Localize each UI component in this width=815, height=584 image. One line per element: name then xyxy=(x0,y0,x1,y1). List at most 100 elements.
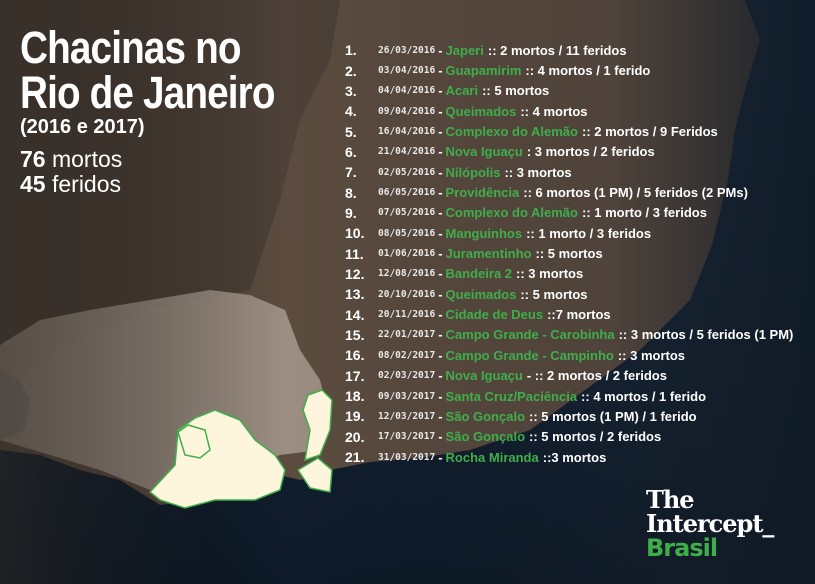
event-number: 11. xyxy=(345,245,364,262)
event-row: 7. 02/05/2016- Nilópolis:: 3 mortos xyxy=(345,162,793,182)
event-row: 3. 04/04/2016- Acari:: 5 mortos xyxy=(345,81,793,101)
event-row: 14. 20/11/2016- Cidade de Deus::7 mortos xyxy=(345,304,793,324)
separator: - xyxy=(438,225,443,241)
event-row: 9. 07/05/2016- Complexo do Alemão:: 1 mort… xyxy=(345,203,793,223)
event-place: Queimados xyxy=(445,103,517,119)
separator: - xyxy=(438,42,443,58)
event-place: São Gonçalo xyxy=(445,408,526,424)
event-result: :: 2 mortos / 11 feridos xyxy=(487,42,627,58)
event-date: 20/11/2016 xyxy=(378,309,436,321)
event-row: 5. 16/04/2016- Complexo do Alemão:: 2 mort… xyxy=(345,121,793,141)
the-intercept-brasil-logo: The Intercept_ Brasil xyxy=(646,488,774,561)
event-place: Providência xyxy=(445,185,520,201)
event-result: :: 4 mortos xyxy=(520,103,588,119)
event-row: 4. 09/04/2016- Queimados:: 4 mortos xyxy=(345,101,793,121)
event-date: 12/03/2017 xyxy=(378,410,436,422)
event-place: Juramentinho xyxy=(445,246,532,262)
separator: - xyxy=(438,388,443,404)
event-place: Guapamirim xyxy=(445,63,522,79)
event-result: :: 3 mortos xyxy=(504,164,572,180)
event-number: 19. xyxy=(345,408,365,425)
event-place: Japeri xyxy=(445,42,484,58)
event-row: 15. 22/01/2017- Campo Grande - Carobinha::… xyxy=(345,325,793,345)
event-row: 12. 12/08/2016- Bandeira 2:: 3 mortos xyxy=(345,264,793,284)
injured-total: 45 feridos xyxy=(20,171,121,198)
event-number: 13. xyxy=(345,286,365,303)
event-number: 12. xyxy=(345,265,365,282)
event-result: :: 5 mortos / 2 feridos xyxy=(529,429,662,445)
event-place: Queimados xyxy=(445,286,517,302)
event-number: 17. xyxy=(345,367,365,384)
event-row: 19. 12/03/2017- São Gonçalo:: 5 mortos (1 … xyxy=(345,406,793,426)
event-date: 16/04/2016 xyxy=(378,126,436,138)
events-list: 1. 26/03/2016- Japeri:: 2 mortos / 11 feri… xyxy=(345,40,793,467)
separator: - xyxy=(438,286,443,302)
event-result: :: 5 mortos (1 PM) / 1 ferido xyxy=(529,408,697,424)
event-date: 31/03/2017 xyxy=(378,451,436,463)
highlight-sao-goncalo xyxy=(296,457,333,493)
separator: - xyxy=(438,185,443,201)
event-row: 11. 01/06/2016- Juramentinho:: 5 mortos xyxy=(345,243,793,263)
event-place: Cidade de Deus xyxy=(445,307,544,323)
event-place: Nova Iguaçu xyxy=(445,368,523,384)
event-number: 15. xyxy=(345,326,365,343)
event-place: Santa Cruz/Paciência xyxy=(445,388,578,404)
event-place: Complexo do Alemão xyxy=(445,124,578,140)
event-result: :: 6 mortos (1 PM) / 5 feridos (2 PMs) xyxy=(523,185,748,201)
event-result: :: 5 mortos xyxy=(520,286,588,302)
deaths-label: mortos xyxy=(51,146,123,172)
event-number: 16. xyxy=(345,347,365,364)
event-result: :: 5 mortos xyxy=(482,83,550,99)
separator: - xyxy=(438,124,443,140)
event-result: :: 1 morto / 3 feridos xyxy=(526,225,652,241)
event-date: 01/06/2016 xyxy=(378,248,436,260)
event-row: 10. 08/05/2016- Manguinhos:: 1 morto / 3 f… xyxy=(345,223,793,243)
logo-line-2: Intercept_ xyxy=(646,509,774,538)
event-row: 21. 31/03/2017- Rocha Miranda::3 mortos xyxy=(345,447,793,467)
event-result: :: 5 mortos xyxy=(535,246,603,262)
event-date: 07/05/2016 xyxy=(378,207,436,219)
separator: - xyxy=(438,449,443,465)
injured-count: 45 xyxy=(20,171,46,197)
title-line-1: Chacinas no xyxy=(20,22,242,73)
event-date: 17/03/2017 xyxy=(378,431,436,443)
separator: - xyxy=(438,368,443,384)
event-row: 18. 09/03/2017- Santa Cruz/Paciência:: 4 m… xyxy=(345,386,793,406)
event-row: 13. 20/10/2016- Queimados:: 5 mortos xyxy=(345,284,793,304)
separator: - xyxy=(438,266,443,282)
event-date: 04/04/2016 xyxy=(378,85,436,97)
event-row: 8. 06/05/2016- Providência:: 6 mortos (1 P… xyxy=(345,182,793,202)
event-date: 20/10/2016 xyxy=(378,288,436,300)
event-row: 16. 08/02/2017- Campo Grande - Campinho:: … xyxy=(345,345,793,365)
event-number: 21. xyxy=(345,449,365,466)
event-number: 20. xyxy=(345,428,365,445)
separator: - xyxy=(438,408,443,424)
separator: - xyxy=(438,327,443,343)
event-place: Manguinhos xyxy=(445,225,523,241)
event-result: ::7 mortos xyxy=(547,307,611,323)
event-result: :: 1 morto / 3 feridos xyxy=(581,205,707,221)
separator: - xyxy=(438,429,443,445)
event-number: 18. xyxy=(345,388,365,405)
event-result: : 3 mortos / 2 feridos xyxy=(526,144,655,160)
event-date: 12/08/2016 xyxy=(378,268,436,280)
event-date: 08/05/2016 xyxy=(378,227,436,239)
event-result: - :: 2 mortos / 2 feridos xyxy=(526,368,667,384)
event-place: Campo Grande - Campinho xyxy=(445,347,614,363)
event-place: São Gonçalo xyxy=(445,429,526,445)
separator: - xyxy=(438,83,443,99)
event-date: 22/01/2017 xyxy=(378,329,436,341)
event-place: Acari xyxy=(445,83,479,99)
event-result: :: 3 mortos xyxy=(617,347,686,363)
deaths-count: 76 xyxy=(20,146,46,172)
event-row: 20. 17/03/2017- São Gonçalo:: 5 mortos / 2… xyxy=(345,427,793,447)
event-result: ::3 mortos xyxy=(542,449,607,465)
separator: - xyxy=(438,246,443,262)
event-row: 17. 02/03/2017- Nova Iguaçu - :: 2 mortos /… xyxy=(345,366,793,386)
event-date: 08/02/2017 xyxy=(378,349,436,361)
event-number: 10. xyxy=(345,225,365,242)
event-number: 9. xyxy=(345,204,357,221)
event-number: 1. xyxy=(345,42,357,59)
